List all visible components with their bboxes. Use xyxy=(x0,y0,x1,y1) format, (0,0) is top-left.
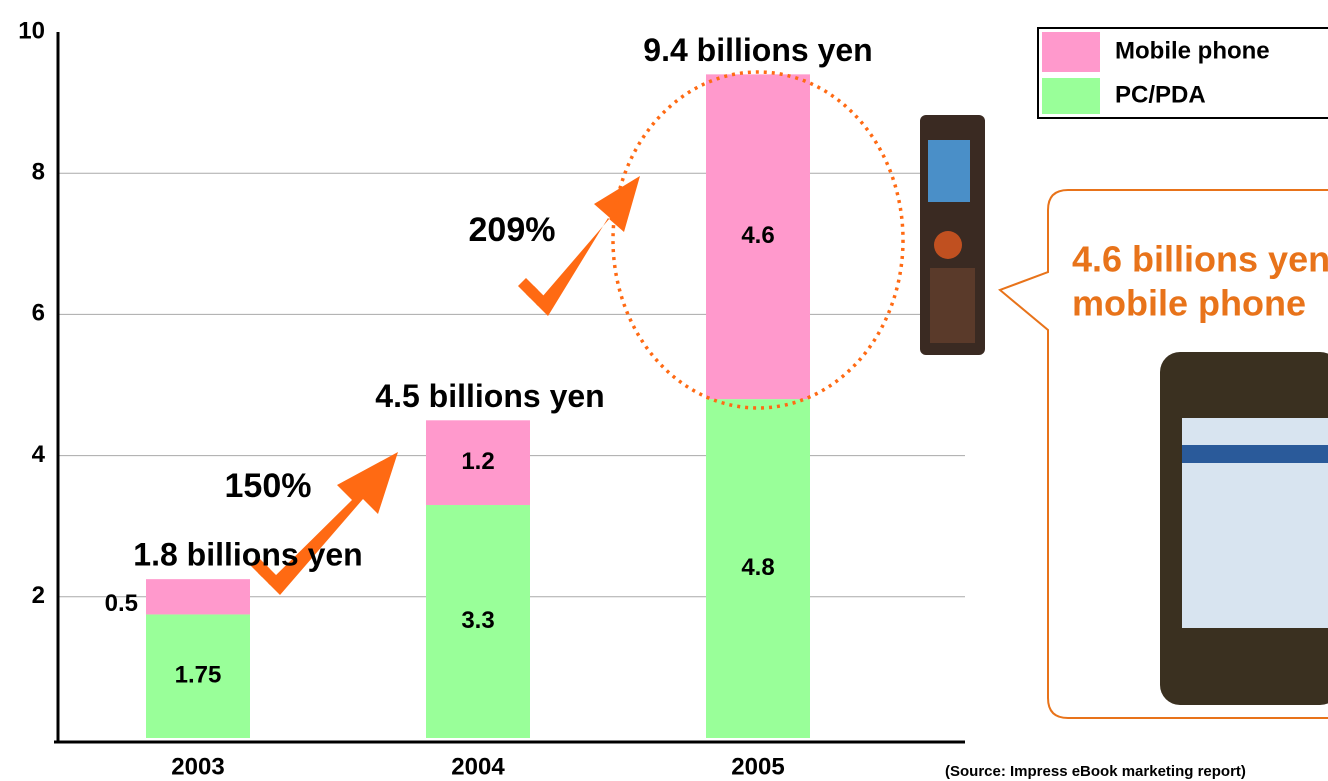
y-tick-label: 10 xyxy=(18,17,45,44)
legend-swatch xyxy=(1042,32,1100,72)
y-tick-label: 8 xyxy=(32,159,45,186)
callout-text: 4.6 billions yen xyxy=(1072,239,1328,280)
phone-image xyxy=(1160,352,1328,705)
plot xyxy=(54,32,965,744)
value-label: 3.3 xyxy=(461,607,494,634)
y-tick-label: 2 xyxy=(32,582,45,609)
phone-image xyxy=(920,115,985,355)
x-tick-label: 2005 xyxy=(731,753,784,780)
value-label: 1.2 xyxy=(461,448,494,475)
legend-label: PC/PDA xyxy=(1115,81,1206,108)
bar-segment xyxy=(706,399,810,738)
total-label: 1.8 billions yen xyxy=(133,537,362,573)
y-tick-label: 4 xyxy=(32,441,46,468)
value-label: 1.75 xyxy=(175,662,222,689)
callout-text: mobile phone xyxy=(1072,283,1306,324)
legend-swatch xyxy=(1042,78,1100,114)
source-note: (Source: Impress eBook marketing report) xyxy=(945,763,1246,780)
x-tick-label: 2003 xyxy=(171,753,224,780)
labels: 2 4 6 8 10 2003 1.75 0.5 1.8 billions yen 2004 3.3… xyxy=(18,17,1269,780)
value-label: 4.8 xyxy=(741,554,774,581)
total-label: 9.4 billions yen xyxy=(643,32,872,68)
highlight-ellipse xyxy=(611,70,905,410)
bar-segment xyxy=(146,579,250,615)
total-label: 4.5 billions yen xyxy=(375,378,604,414)
x-tick-label: 2004 xyxy=(451,753,505,780)
growth-label: 150% xyxy=(225,467,312,505)
bar-segment xyxy=(426,420,530,506)
legend-label: Mobile phone xyxy=(1115,37,1270,64)
bar-segment xyxy=(426,505,530,738)
growth-label: 209% xyxy=(469,211,556,249)
y-tick-label: 6 xyxy=(32,300,45,327)
bar-segment xyxy=(146,614,250,738)
value-label: 0.5 xyxy=(105,590,138,617)
value-label: 4.6 xyxy=(741,222,774,249)
bar-segment xyxy=(706,74,810,400)
